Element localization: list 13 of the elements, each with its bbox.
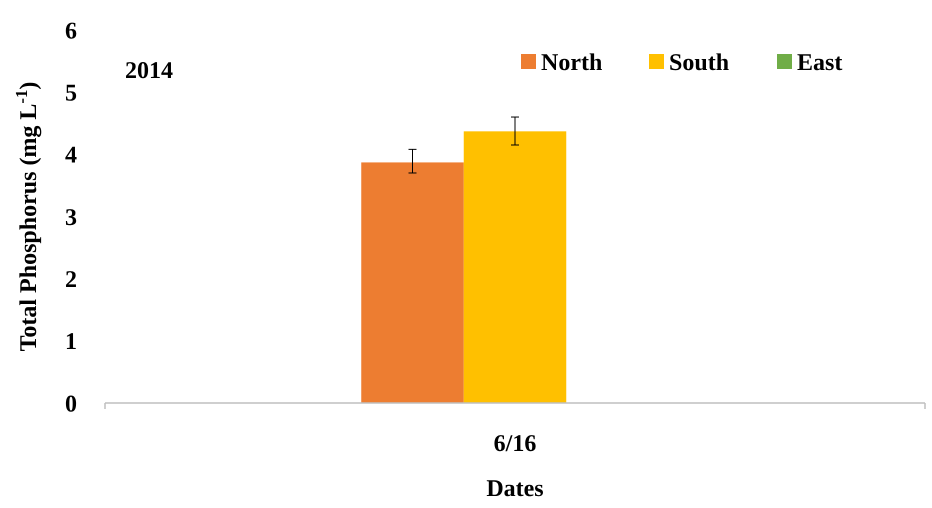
y-tick-label: 3 xyxy=(65,204,77,231)
y-tick-label: 2 xyxy=(65,267,77,294)
y-tick-label: 6 xyxy=(65,18,77,44)
legend-label: South xyxy=(669,50,730,76)
y-tick-label: 5 xyxy=(65,80,77,107)
legend-label: North xyxy=(541,50,602,76)
x-tick-label: 6/16 xyxy=(494,431,536,457)
x-axis-title: Dates xyxy=(486,476,544,502)
y-tick-label: 1 xyxy=(65,329,77,356)
y-tick-label: 4 xyxy=(65,142,77,169)
legend-label: East xyxy=(797,50,842,76)
annotation: 2014 xyxy=(125,58,173,84)
y-tick-label: 0 xyxy=(65,391,77,418)
